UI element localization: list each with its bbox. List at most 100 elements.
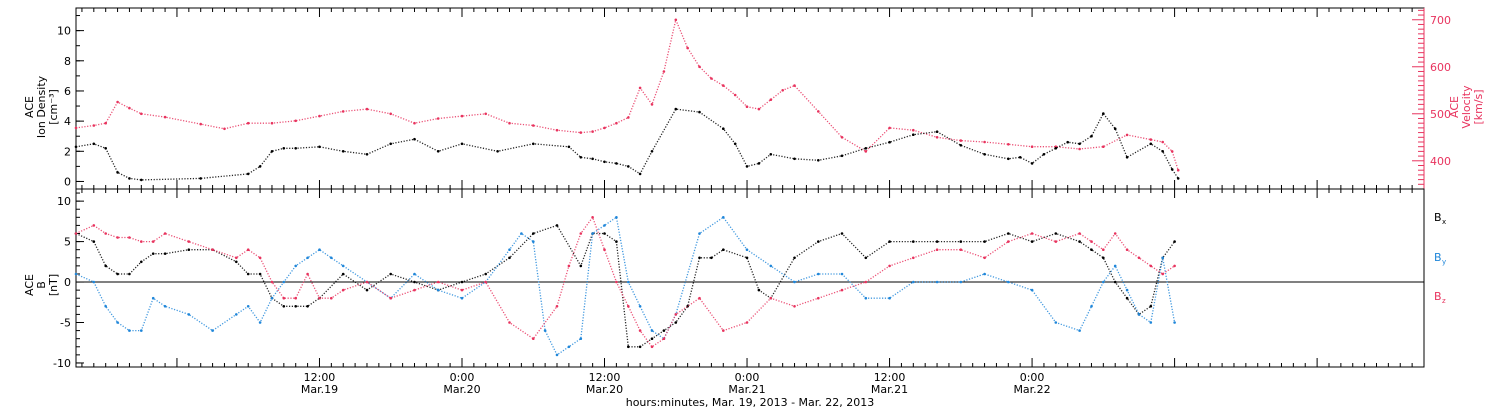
- by-point: [1054, 321, 1058, 324]
- velocity-point: [1030, 145, 1034, 148]
- by-point: [638, 305, 642, 308]
- density-point: [116, 171, 119, 174]
- by-point: [508, 248, 511, 251]
- velocity-point: [1007, 143, 1010, 146]
- by-point: [163, 305, 167, 308]
- density-point: [603, 160, 606, 164]
- by-point: [246, 305, 250, 308]
- bx-point: [1007, 232, 1010, 235]
- bz-point: [567, 264, 571, 268]
- by-point: [555, 353, 559, 357]
- velocity-point: [686, 46, 689, 50]
- velocity-point: [294, 119, 298, 123]
- bx-point: [650, 337, 654, 341]
- by-point: [74, 272, 78, 276]
- bz-point: [959, 248, 963, 251]
- velocity-point: [674, 18, 678, 22]
- bz-point: [74, 232, 78, 235]
- bx-point: [246, 272, 250, 276]
- bz-point: [1054, 240, 1058, 243]
- density-point: [650, 150, 654, 153]
- density-point: [140, 178, 143, 182]
- density-point: [912, 133, 915, 136]
- bz-point: [306, 272, 309, 276]
- velocity-point: [1125, 133, 1129, 137]
- bx-point: [662, 329, 666, 332]
- density-tick-label: 4: [64, 115, 71, 128]
- density-point: [983, 153, 986, 156]
- date-tick-label: Mar.20: [586, 383, 623, 396]
- bx-point: [508, 256, 511, 260]
- bz-point: [662, 337, 666, 341]
- bx-point: [258, 272, 262, 276]
- bz-point: [151, 240, 155, 243]
- density-point: [733, 142, 737, 146]
- bx-point: [140, 260, 143, 264]
- field-tick-label: -10: [53, 357, 71, 370]
- bz-point: [282, 296, 286, 300]
- by-point: [983, 272, 986, 276]
- velocity-point: [1102, 145, 1105, 148]
- bx-point: [1125, 296, 1129, 300]
- bz-point: [1113, 232, 1117, 235]
- by-point: [187, 313, 191, 316]
- by-point: [318, 248, 321, 251]
- density-point: [460, 142, 464, 146]
- bz-point: [745, 321, 749, 324]
- density-point: [935, 130, 939, 133]
- by-point: [840, 272, 844, 276]
- velocity-point: [912, 128, 915, 132]
- velocity-point: [698, 65, 701, 69]
- velocity-axis-ticks: 400 500 600 700: [1412, 8, 1451, 189]
- density-point: [567, 145, 571, 149]
- bx-point: [92, 240, 96, 243]
- bx-point: [1078, 240, 1081, 243]
- bx-point: [484, 272, 488, 276]
- velocity-point: [888, 126, 891, 130]
- by-point: [532, 240, 535, 243]
- bx-point: [294, 305, 298, 308]
- velocity-tick-label: 700: [1430, 14, 1451, 27]
- bz-point: [888, 264, 891, 268]
- density-point: [128, 177, 131, 180]
- bx-point: [603, 232, 606, 235]
- density-point: [888, 140, 891, 144]
- velocity-point: [460, 114, 464, 118]
- bx-point: [163, 252, 167, 255]
- field-label-line-1: ACE: [23, 274, 36, 296]
- bz-point: [912, 256, 915, 260]
- top-data-points: [74, 17, 1180, 182]
- density-point: [1161, 150, 1164, 153]
- velocity-point: [246, 121, 250, 125]
- bz-point: [1007, 240, 1010, 243]
- by-point: [140, 329, 143, 332]
- bx-point: [840, 232, 844, 235]
- by-point: [1030, 288, 1034, 292]
- date-tick-label: Mar.22: [1013, 383, 1050, 396]
- by-point: [615, 216, 618, 219]
- bz-point: [793, 305, 796, 308]
- density-velocity-panel: 0 2 4 6 8 10 400 500 600 700 ACE Ion Density [cm…: [23, 7, 1485, 190]
- density-point: [1054, 147, 1058, 150]
- time-tick-label: 12:00: [874, 371, 906, 384]
- density-point: [1007, 157, 1010, 161]
- field-label-line-2: B: [35, 281, 48, 289]
- bz-point: [330, 296, 333, 300]
- by-point: [128, 329, 131, 332]
- bz-point: [840, 288, 844, 292]
- field-tick-label: 10: [57, 195, 71, 208]
- bx-point: [413, 280, 416, 284]
- bx-point: [235, 260, 238, 264]
- bx-point: [128, 272, 131, 276]
- bx-point: [983, 240, 986, 243]
- velocity-point: [983, 140, 986, 144]
- by-point: [1090, 305, 1093, 308]
- by-point: [341, 264, 345, 268]
- by-point: [591, 232, 594, 235]
- bz-point: [116, 236, 119, 239]
- legend-bz-label: B: [1434, 290, 1442, 303]
- time-tick-label: 0:00: [450, 371, 475, 384]
- velocity-trace: [75, 17, 1179, 171]
- density-point: [199, 177, 202, 180]
- density-point: [104, 147, 107, 150]
